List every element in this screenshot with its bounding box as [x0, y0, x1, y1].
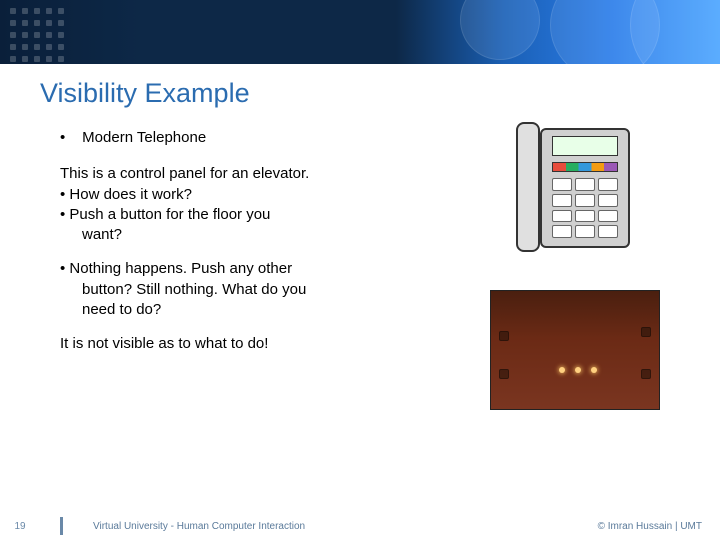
- banner-circle-icon: [630, 0, 720, 64]
- paragraph: It is not visible as to what to do!: [60, 334, 440, 354]
- elevator-button-icon: [641, 369, 651, 379]
- slide-title: Visibility Example: [40, 78, 250, 109]
- bullet-label: Modern Telephone: [82, 129, 206, 146]
- bullet-dot-icon: •: [60, 128, 78, 148]
- text-line: need to do?: [82, 300, 440, 320]
- paragraph: This is a control panel for an elevator.…: [60, 164, 440, 245]
- text-line: This is a control panel for an elevator.: [60, 164, 440, 184]
- footer-right-text: © Imran Hussain | UMT: [598, 521, 720, 532]
- text-line: • Push a button for the floor you: [60, 205, 440, 225]
- title-banner: [0, 0, 720, 64]
- footer-center-text: Virtual University - Human Computer Inte…: [93, 521, 598, 532]
- text-line: • Nothing happens. Push any other: [60, 259, 440, 279]
- elevator-panel-photo: [490, 290, 660, 410]
- footer-divider-icon: [60, 517, 63, 535]
- phone-handset-icon: [516, 122, 540, 252]
- elevator-button-icon: [641, 327, 651, 337]
- elevator-light-icon: [575, 367, 581, 373]
- elevator-button-icon: [499, 331, 509, 341]
- text-line: button? Still nothing. What do you: [82, 280, 440, 300]
- phone-color-strip-icon: [552, 162, 618, 172]
- page-number: 19: [0, 521, 40, 532]
- text-line: want?: [82, 225, 440, 245]
- paragraph: • Nothing happens. Push any other button…: [60, 259, 440, 320]
- phone-screen-icon: [552, 136, 618, 156]
- phone-keypad-icon: [552, 178, 618, 238]
- elevator-light-icon: [591, 367, 597, 373]
- elevator-button-icon: [499, 369, 509, 379]
- banner-dot-grid: [10, 8, 66, 64]
- telephone-illustration: [510, 118, 640, 258]
- bullet-item: • Modern Telephone: [60, 128, 440, 148]
- elevator-light-icon: [559, 367, 565, 373]
- footer-bar: 19 Virtual University - Human Computer I…: [0, 512, 720, 540]
- text-line: It is not visible as to what to do!: [60, 334, 440, 354]
- body-text-block: • Modern Telephone This is a control pan…: [60, 128, 440, 368]
- banner-circle-icon: [460, 0, 540, 60]
- text-line: • How does it work?: [60, 185, 440, 205]
